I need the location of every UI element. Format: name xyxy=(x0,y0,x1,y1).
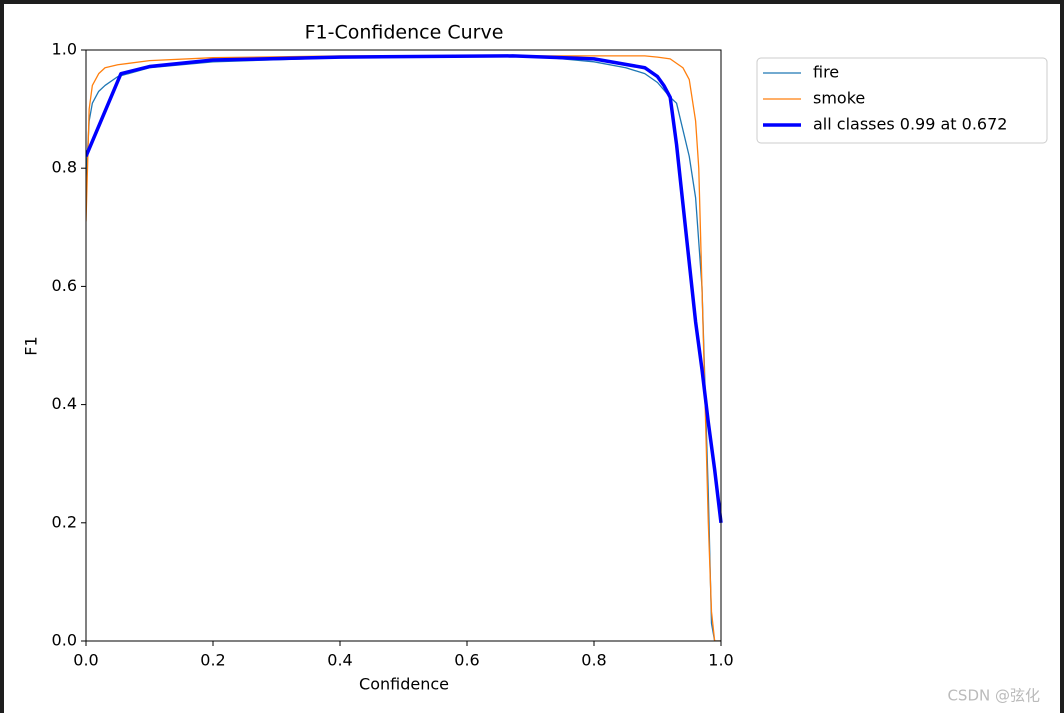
x-tick-label: 0.2 xyxy=(200,651,225,670)
legend-box xyxy=(756,57,1048,144)
y-tick-label: 0.4 xyxy=(52,394,77,413)
series-line xyxy=(86,54,723,524)
y-tick-label: 0.2 xyxy=(52,512,77,531)
series-line xyxy=(86,55,721,641)
watermark: CSDN @弦化 xyxy=(947,687,1040,705)
x-tick-label: 0.4 xyxy=(327,651,352,670)
y-tick-label: 0.8 xyxy=(52,158,77,177)
plot-frame xyxy=(85,49,722,642)
chart-title: F1-Confidence Curve xyxy=(305,22,504,44)
legend-label: smoke xyxy=(813,89,865,108)
legend-label: all classes 0.99 at 0.672 xyxy=(813,115,1007,134)
y-tick-label: 1.0 xyxy=(52,40,77,59)
x-tick-label: 0.6 xyxy=(454,651,479,670)
x-tick-label: 0.8 xyxy=(581,651,606,670)
y-tick-label: 0.0 xyxy=(52,631,77,650)
y-axis-label: F1 xyxy=(22,336,41,355)
x-tick-label: 0.0 xyxy=(73,651,98,670)
x-tick-label: 1.0 xyxy=(708,651,733,670)
x-axis-label: Confidence xyxy=(359,675,449,694)
legend-label: fire xyxy=(813,63,839,82)
y-tick-label: 0.6 xyxy=(52,276,77,295)
